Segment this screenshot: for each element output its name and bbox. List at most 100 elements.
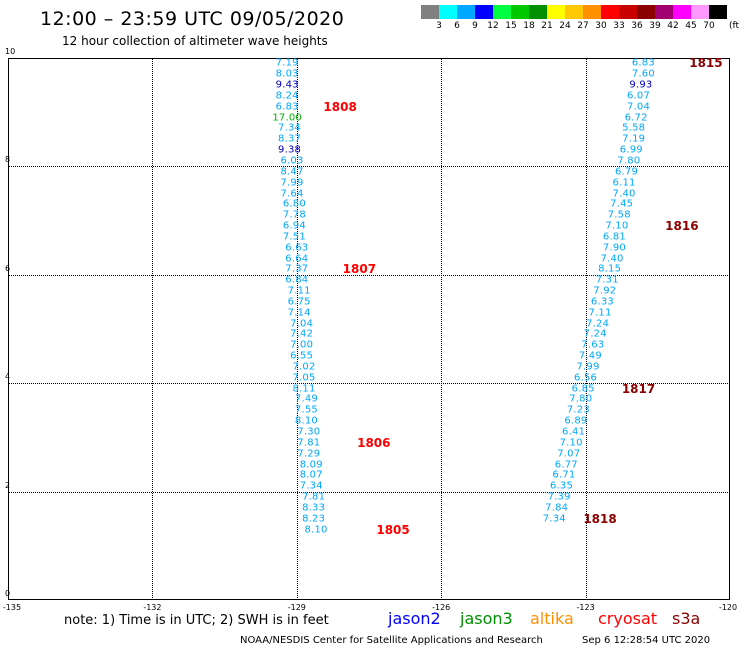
wave-height-value: 8.09	[299, 459, 323, 470]
wave-height-value: 6.56	[574, 372, 598, 384]
pass-time-label: 1817	[621, 381, 656, 396]
wave-height-value: 6.84	[285, 274, 309, 286]
color-scale-label: 33	[613, 21, 625, 31]
wave-height-value: 6.83	[275, 101, 299, 113]
wave-height-value: 7.23	[566, 404, 590, 416]
wave-height-value: 7.31	[595, 274, 619, 286]
latitude-tick-label: 8	[5, 155, 11, 165]
wave-height-value: 7.34	[278, 122, 302, 134]
latitude-gridline	[8, 383, 730, 385]
color-swatch	[637, 5, 655, 19]
map-subtitle: 12 hour collection of altimeter wave hei…	[62, 34, 328, 48]
wave-height-value: 6.72	[624, 112, 648, 124]
color-swatch	[709, 5, 727, 19]
color-scale-label: 15	[505, 21, 517, 31]
wave-height-value: 6.35	[549, 480, 574, 492]
wave-height-value: 7.24	[583, 328, 607, 340]
wave-height-value: 6.99	[619, 144, 643, 156]
color-swatch	[655, 5, 673, 19]
wave-height-value: 9.93	[629, 79, 653, 91]
wave-height-value: 17.00	[272, 112, 302, 124]
latitude-tick-label: 6	[5, 263, 11, 273]
latitude-gridline	[8, 274, 730, 276]
color-scale-bar	[421, 5, 727, 19]
wave-height-value: 8.23	[302, 513, 326, 525]
longitude-gridline	[585, 58, 587, 600]
latitude-tick-label: 10	[5, 47, 16, 56]
wave-height-value: 9.38	[278, 144, 302, 156]
wave-height-value: 7.84	[545, 502, 569, 514]
wave-height-value: 7.30	[297, 426, 321, 438]
wave-height-value: 7.60	[631, 68, 655, 80]
wave-height-value: 6.41	[562, 426, 586, 438]
latitude-tick-label: 4	[5, 372, 11, 382]
wave-height-value: 7.92	[593, 285, 617, 297]
color-scale-label: 18	[523, 21, 535, 31]
wave-height-value: 8.15	[598, 263, 622, 275]
wave-height-value: 6.07	[626, 90, 651, 102]
wave-height-value: 7.63	[581, 339, 605, 351]
color-swatch	[511, 5, 529, 19]
wave-height-value: 7.49	[294, 393, 318, 405]
color-swatch	[475, 5, 493, 19]
wave-height-value: 7.80	[617, 155, 641, 167]
pass-time-label: 1815	[689, 56, 723, 71]
pass-time-label: 1807	[342, 262, 377, 277]
latitude-tick-label: 2	[5, 480, 11, 490]
longitude-gridline	[296, 58, 298, 600]
wave-height-value: 6.77	[554, 459, 578, 470]
satellite-name: jason3	[460, 609, 513, 628]
latitude-gridline	[8, 491, 730, 493]
color-swatch	[565, 5, 583, 19]
wave-height-value: 7.39	[547, 491, 571, 503]
color-scale-label: 24	[559, 21, 571, 31]
color-swatch	[529, 5, 547, 19]
color-swatch	[493, 5, 511, 19]
wave-height-value: 8.07	[299, 469, 323, 481]
color-scale-label: 45	[685, 21, 697, 31]
wave-height-value: 6.11	[612, 177, 636, 189]
wave-height-value: 7.40	[612, 188, 636, 199]
longitude-tick-label: -123	[576, 603, 595, 612]
wave-height-value: 7.00	[290, 339, 314, 351]
wave-height-value: 7.29	[297, 448, 321, 460]
wave-height-value: 7.10	[559, 437, 583, 449]
satellite-name: altika	[530, 609, 574, 628]
satellite-name: jason2	[388, 609, 441, 628]
map-title: 12:00 – 23:59 UTC 09/05/2020	[40, 8, 345, 30]
pass-time-label: 1808	[323, 99, 357, 114]
wave-height-value: 6.75	[287, 296, 311, 308]
color-scale-label: 39	[649, 21, 661, 31]
wave-height-value: 7.07	[557, 448, 581, 460]
wave-height-value: 7.19	[622, 133, 646, 145]
wave-height-value: 6.89	[564, 415, 588, 427]
color-scale-label: 21	[541, 21, 553, 31]
color-scale-unit: (ft)	[729, 21, 740, 31]
longitude-tick-label: -129	[287, 603, 306, 612]
wave-height-value: 6.64	[285, 253, 309, 265]
wave-height-value: 6.55	[290, 350, 314, 362]
color-scale-label: 12	[487, 21, 499, 31]
wave-height-value: 5.58	[622, 122, 646, 134]
wave-height-value: 6.83	[631, 57, 655, 69]
wave-height-value: 7.04	[626, 101, 651, 113]
wave-height-value: 7.05	[292, 372, 316, 384]
wave-height-value: 7.78	[282, 209, 306, 221]
wave-height-value: 7.37	[285, 263, 309, 275]
wave-height-value: 6.81	[602, 231, 627, 243]
wave-height-value: 7.34	[542, 513, 566, 525]
wave-height-value: 6.85	[571, 383, 595, 395]
generation-timestamp: Sep 6 12:28:54 UTC 2020	[582, 635, 711, 646]
wave-height-value: 7.99	[280, 177, 304, 189]
wave-height-value: 7.14	[287, 307, 311, 319]
wave-height-value: 7.81	[302, 491, 326, 503]
wave-height-value: 7.02	[292, 361, 316, 373]
wave-height-value: 6.71	[552, 469, 576, 481]
wave-height-value: 6.80	[282, 198, 306, 210]
wave-height-value: 7.51	[282, 231, 306, 243]
color-scale-label: 36	[631, 21, 643, 31]
satellite-name: s3a	[672, 609, 701, 628]
wave-height-value: 8.33	[302, 502, 326, 514]
wave-height-value: 6.79	[614, 166, 639, 178]
color-swatch	[583, 5, 601, 19]
